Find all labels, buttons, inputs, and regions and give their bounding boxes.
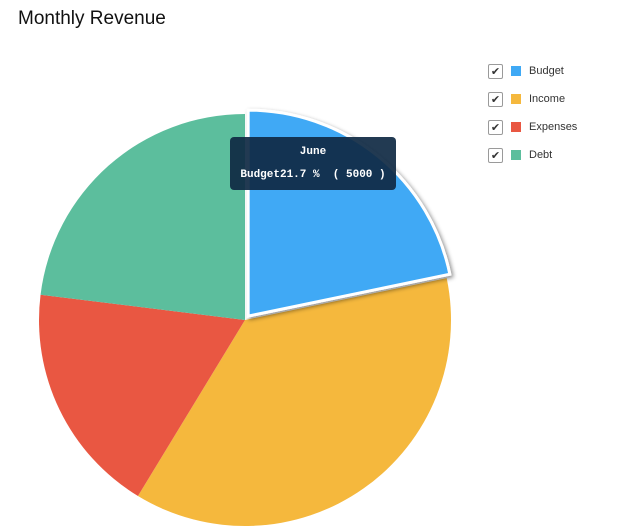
legend-label: Income — [529, 93, 566, 105]
tooltip-percent: 21.7 % — [279, 169, 320, 181]
checkbox-icon[interactable]: ✔ — [488, 119, 503, 135]
checkbox-icon[interactable]: ✔ — [488, 91, 503, 107]
legend-swatch — [511, 94, 521, 104]
pie-slice-income[interactable] — [137, 278, 452, 526]
pie-slice-expenses[interactable] — [38, 294, 246, 497]
pie-slice-debt[interactable] — [40, 114, 246, 320]
legend-label: Expenses — [529, 121, 578, 133]
chart-title: Monthly Revenue — [18, 8, 166, 29]
legend-item-expenses[interactable]: ✔ Expenses — [488, 113, 577, 141]
checkbox-icon[interactable]: ✔ — [488, 63, 503, 79]
legend-item-budget[interactable]: ✔ Budget — [488, 57, 577, 85]
legend-item-debt[interactable]: ✔ Debt — [488, 141, 577, 169]
legend-label: Debt — [529, 149, 553, 161]
tooltip-title: June — [299, 146, 327, 158]
legend-swatch — [511, 122, 521, 132]
legend-item-income[interactable]: ✔ Income — [488, 85, 577, 113]
tooltip-series: Budget — [240, 169, 280, 181]
tooltip-value: ( 5000 ) — [332, 169, 386, 181]
legend-swatch — [511, 66, 521, 76]
legend-swatch — [511, 150, 521, 160]
legend-label: Budget — [529, 65, 564, 77]
checkbox-icon[interactable]: ✔ — [488, 147, 503, 163]
tooltip-body: Budget21.7 % ( 5000 ) — [230, 169, 396, 181]
legend: ✔ Budget ✔ Income ✔ Expenses ✔ Debt — [488, 57, 577, 169]
tooltip: June Budget21.7 % ( 5000 ) — [230, 137, 396, 190]
